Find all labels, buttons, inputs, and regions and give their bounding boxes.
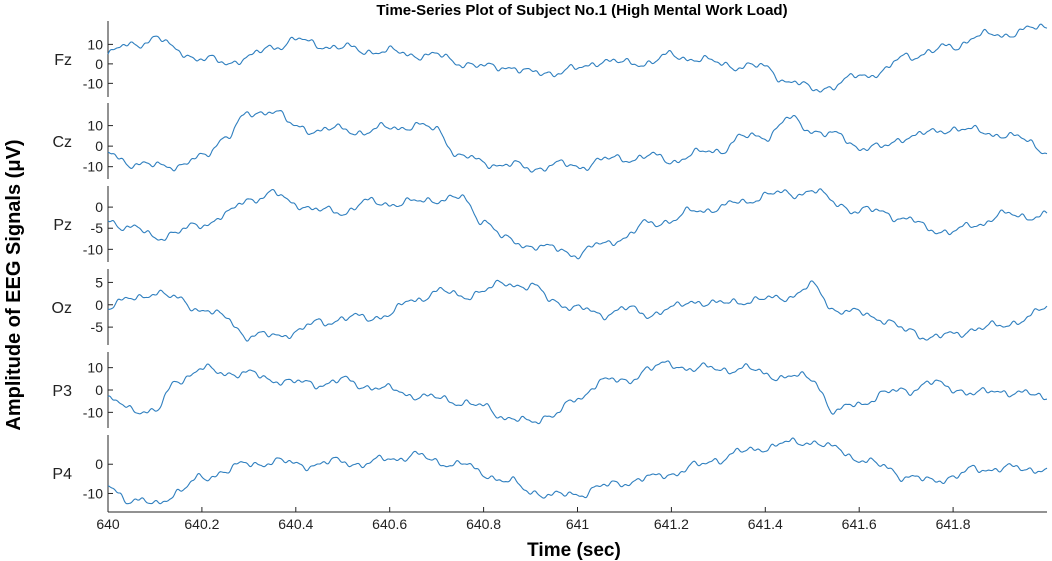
x-tick-label: 641.2: [654, 516, 689, 532]
channel-panel-fz: -10 0 10 Fz: [54, 21, 1048, 97]
channel-label: Cz: [52, 134, 72, 151]
y-tick-label: -10: [83, 404, 103, 420]
x-tick-label: 641.6: [842, 516, 877, 532]
x-tick-label: 640.8: [466, 516, 501, 532]
y-tick-label: 0: [95, 297, 103, 313]
channel-panel-cz: -10 0 10 Cz: [52, 103, 1048, 179]
y-tick-label: -5: [91, 220, 104, 236]
channel-panel-oz: -5 0 5 Oz: [52, 269, 1048, 345]
x-axis-label: Time (sec): [527, 540, 621, 561]
y-tick-label: 0: [95, 199, 103, 215]
channel-label: P4: [52, 466, 72, 483]
channel-label: P3: [52, 383, 72, 400]
y-tick-label: 10: [87, 360, 103, 376]
series-line-p3: [107, 360, 1047, 425]
y-tick-label: 0: [95, 56, 103, 72]
y-tick-label: 5: [95, 274, 103, 290]
x-tick-label: 640: [96, 516, 120, 532]
x-tick-label: 640.2: [184, 516, 219, 532]
y-tick-label: -10: [83, 241, 103, 257]
series-line-fz: [107, 23, 1048, 93]
channel-panel-pz: -10 -5 0 Pz: [53, 186, 1048, 262]
x-tick-label: 640.6: [372, 516, 407, 532]
channel-panels: -10010Fz-10010Cz-10-50Pz-505Oz-10010P3-1…: [52, 21, 1048, 511]
y-tick-label: 10: [87, 118, 103, 134]
x-tick-label: 641: [566, 516, 590, 532]
y-axis-label: Amplitude of EEG Signals (μV): [3, 139, 25, 430]
series-line-oz: [107, 279, 1048, 342]
y-tick-label: -10: [83, 75, 103, 91]
channel-label: Oz: [52, 300, 72, 317]
channel-panel-p4: -10 0 P4: [52, 435, 1048, 511]
x-tick-label: 641.8: [936, 516, 971, 532]
y-tick-label: -10: [83, 485, 103, 501]
x-tick-label: 641.4: [748, 516, 783, 532]
y-tick-label: -5: [91, 319, 104, 335]
channel-label: Pz: [53, 217, 72, 234]
x-tick-label: 640.4: [278, 516, 313, 532]
y-tick-label: 0: [95, 138, 103, 154]
channel-label: Fz: [54, 52, 72, 69]
series-line-cz: [107, 110, 1048, 173]
x-axis: 640 640.2 640.4 640.6 640.8 641 641.2 641.4 641.…: [96, 507, 1047, 532]
y-tick-label: -10: [83, 159, 103, 175]
y-tick-label: 10: [87, 36, 103, 52]
channel-panel-p3: -10 0 10 P3: [52, 352, 1047, 428]
chart-title: Time-Series Plot of Subject No.1 (High M…: [376, 2, 787, 19]
y-tick-label: 0: [95, 382, 103, 398]
series-line-p4: [107, 437, 1048, 505]
y-tick-label: 0: [95, 456, 103, 472]
series-line-pz: [107, 188, 1048, 260]
